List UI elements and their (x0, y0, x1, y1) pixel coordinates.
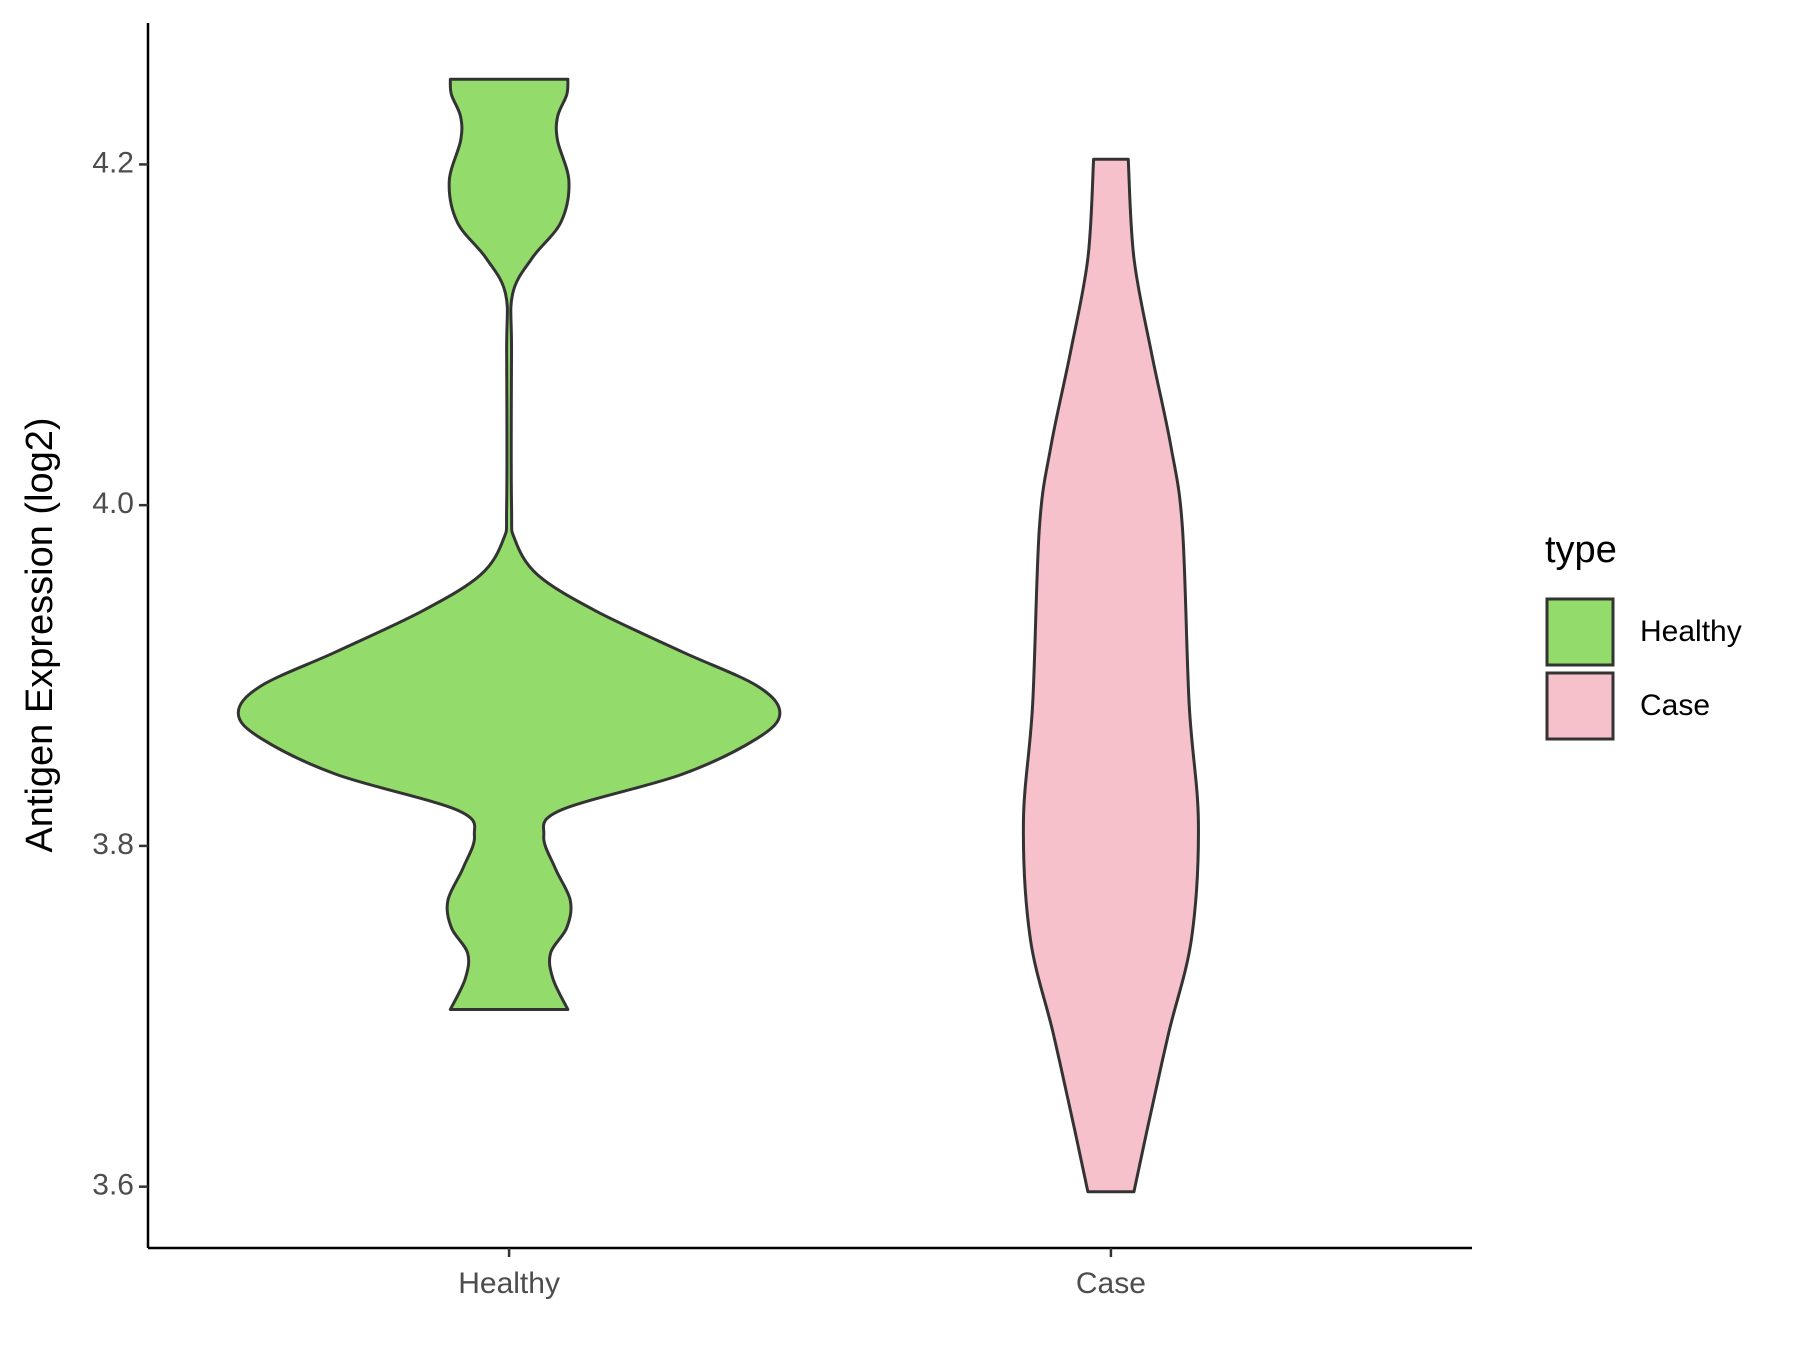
y-tick-label: 3.6 (92, 1169, 134, 1202)
legend-label: Case (1640, 689, 1710, 722)
x-tick-label: Case (1076, 1267, 1146, 1300)
legend-label: Healthy (1640, 615, 1742, 648)
violin (1021, 157, 1200, 1194)
y-tick-label: 4.2 (92, 146, 134, 179)
y-tick-label: 4.0 (92, 487, 134, 520)
x-tick-label: Healthy (458, 1267, 560, 1300)
y-tick-label: 3.8 (92, 828, 134, 861)
legend-key (1545, 671, 1615, 741)
legend-title: type (1545, 529, 1617, 571)
legend-key (1545, 597, 1615, 667)
y-axis-title: Antigen Expression (log2) (19, 417, 61, 852)
violin (236, 77, 782, 1011)
